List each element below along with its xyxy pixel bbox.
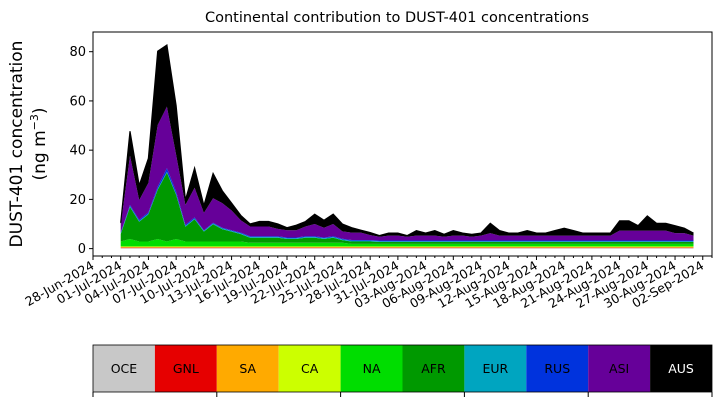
legend-swatch-na xyxy=(340,345,403,392)
plot-frame xyxy=(92,31,713,257)
legend-label-eur: EUR xyxy=(482,361,508,376)
legend-label-asi: ASI xyxy=(609,361,629,376)
legend-swatch-rus xyxy=(526,345,589,392)
legend-label-gnl: GNL xyxy=(173,361,199,376)
legend-label-rus: RUS xyxy=(544,361,570,376)
legend-swatch-gnl xyxy=(154,345,217,392)
legend-swatch-sa xyxy=(216,345,279,392)
legend-swatch-eur xyxy=(464,345,527,392)
legend-label-afr: AFR xyxy=(421,361,446,376)
y-tick-label: 60 xyxy=(69,94,86,109)
y-axis-label-prefix: (ng m xyxy=(30,130,50,180)
legend-swatch-afr xyxy=(402,345,465,392)
legend-swatch-ca xyxy=(278,345,341,392)
y-tick-label: 40 xyxy=(69,144,86,159)
y-tick-label: 0 xyxy=(78,242,86,257)
area-afr xyxy=(120,172,694,244)
y-axis-label-superscript: −3 xyxy=(28,114,41,130)
continent-colorbar: OCE GNL SA CA NA AFR EUR RUS ASI AUS xyxy=(92,344,713,397)
y-axis-label-line1: DUST-401 concentration xyxy=(7,41,27,248)
area-oce xyxy=(120,248,694,249)
y-axis: 0 20 40 60 80 xyxy=(69,45,93,257)
legend-frame xyxy=(92,344,713,393)
y-tick-label: 80 xyxy=(69,45,86,60)
y-axis-label-line2: (ng m−3) xyxy=(28,107,50,180)
y-tick-label: 20 xyxy=(69,193,86,208)
chart-title: Continental contribution to DUST-401 con… xyxy=(205,10,589,26)
legend-swatch-asi xyxy=(588,345,651,392)
x-axis: 28-Jun-202401-Jul-202404-Jul-202407-Jul-… xyxy=(22,256,713,311)
legend-label-na: NA xyxy=(363,361,381,376)
area-gnl xyxy=(120,247,694,249)
legend-label-sa: SA xyxy=(239,361,256,376)
total-line xyxy=(120,43,694,237)
y-axis-label-suffix: ) xyxy=(30,107,50,114)
area-ca xyxy=(120,246,694,248)
legend-swatch-oce xyxy=(93,345,155,392)
plot-area xyxy=(120,43,694,249)
legend-label-aus: AUS xyxy=(668,361,694,376)
area-na xyxy=(120,239,694,247)
legend-swatch-aus xyxy=(650,345,712,392)
legend-label-oce: OCE xyxy=(111,361,138,376)
legend-label-ca: CA xyxy=(301,361,319,376)
area-sa xyxy=(120,247,694,248)
